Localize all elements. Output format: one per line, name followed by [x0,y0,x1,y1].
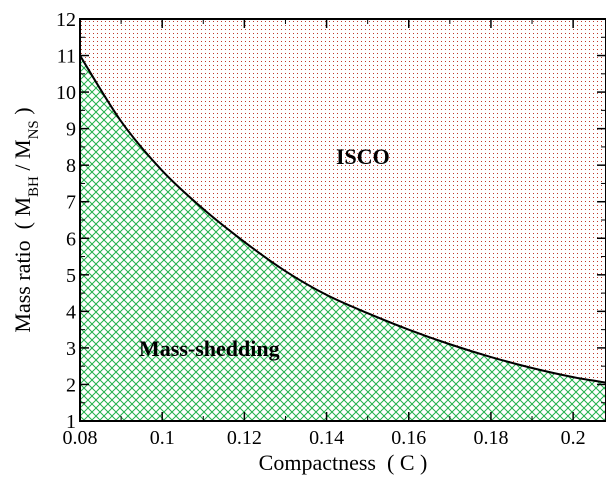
boundary-curve [80,55,606,384]
mass-shedding-region [80,55,606,421]
x-tick-label: 0.18 [473,427,508,449]
x-axis-title: Compactness ( C ) [259,450,428,475]
y-tick-label: 6 [66,228,76,250]
region-label-mass-shedding: Mass-shedding [139,336,280,361]
x-tick-label: 0.1 [150,427,175,449]
y-tick-label: 11 [57,46,76,68]
x-tick-label: 0.08 [63,427,98,449]
y-tick-label: 2 [66,374,76,396]
y-tick-label: 4 [66,301,76,323]
x-axis: 0.08 0.1 0.12 0.14 0.16 0.18 0.2 [63,19,586,449]
y-tick-label: 5 [66,265,76,287]
y-axis-title: Mass ratio ( MBH / MNS ) [10,107,42,332]
y-tick-label: 12 [56,9,76,31]
y-tick-label: 1 [66,411,76,433]
x-tick-label: 0.16 [391,427,426,449]
y-tick-label: 7 [66,192,76,214]
y-tick-label: 3 [66,338,76,360]
x-tick-label: 0.14 [309,427,344,449]
y-tick-label: 8 [66,155,76,177]
y-tick-label: 10 [56,82,76,104]
isco-region [80,19,606,383]
y-tick-label: 9 [66,119,76,141]
region-label-isco: ISCO [336,144,390,169]
x-tick-label: 0.12 [227,427,262,449]
x-tick-label: 0.2 [561,427,586,449]
